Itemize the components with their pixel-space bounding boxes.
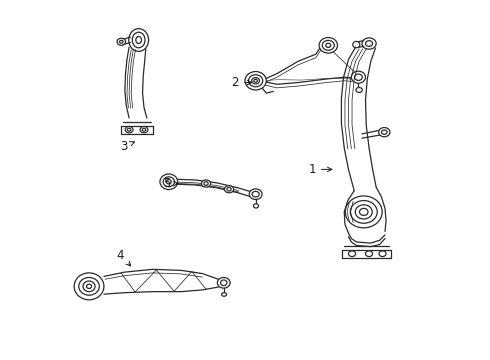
Ellipse shape <box>366 251 372 257</box>
Ellipse shape <box>120 40 123 43</box>
Ellipse shape <box>201 180 211 187</box>
Ellipse shape <box>125 126 133 133</box>
Ellipse shape <box>252 192 259 197</box>
Ellipse shape <box>136 36 142 44</box>
Ellipse shape <box>254 79 257 82</box>
Text: 5: 5 <box>163 177 178 190</box>
Ellipse shape <box>355 205 372 219</box>
Ellipse shape <box>248 75 263 87</box>
Ellipse shape <box>322 40 334 50</box>
Ellipse shape <box>220 280 227 285</box>
Ellipse shape <box>379 127 390 137</box>
Ellipse shape <box>127 128 131 131</box>
Ellipse shape <box>87 284 92 288</box>
Ellipse shape <box>356 87 362 93</box>
Ellipse shape <box>379 251 386 257</box>
Ellipse shape <box>360 208 368 215</box>
Ellipse shape <box>132 32 145 48</box>
Ellipse shape <box>166 180 172 184</box>
Ellipse shape <box>204 182 208 185</box>
Ellipse shape <box>326 43 331 48</box>
Ellipse shape <box>83 281 95 292</box>
Text: 2: 2 <box>231 76 252 89</box>
Text: 1: 1 <box>308 163 332 176</box>
Ellipse shape <box>245 72 266 90</box>
Text: 4: 4 <box>117 248 131 266</box>
Ellipse shape <box>117 38 125 45</box>
Ellipse shape <box>362 38 376 49</box>
Ellipse shape <box>381 130 387 134</box>
Ellipse shape <box>253 204 258 208</box>
Ellipse shape <box>252 77 260 84</box>
Ellipse shape <box>366 41 372 46</box>
Text: 3: 3 <box>121 140 134 153</box>
Ellipse shape <box>140 126 148 133</box>
Ellipse shape <box>227 188 231 191</box>
Ellipse shape <box>218 278 230 288</box>
Ellipse shape <box>351 71 366 83</box>
Ellipse shape <box>160 174 178 190</box>
Ellipse shape <box>319 37 338 53</box>
Ellipse shape <box>163 177 174 187</box>
Ellipse shape <box>350 201 377 223</box>
Ellipse shape <box>224 186 234 193</box>
Ellipse shape <box>79 278 99 295</box>
Ellipse shape <box>353 41 360 48</box>
Ellipse shape <box>355 74 362 80</box>
Ellipse shape <box>348 251 356 257</box>
Ellipse shape <box>142 128 146 131</box>
Ellipse shape <box>345 196 382 228</box>
Ellipse shape <box>129 29 148 51</box>
Ellipse shape <box>249 189 262 199</box>
Ellipse shape <box>74 273 104 300</box>
Ellipse shape <box>221 293 226 296</box>
